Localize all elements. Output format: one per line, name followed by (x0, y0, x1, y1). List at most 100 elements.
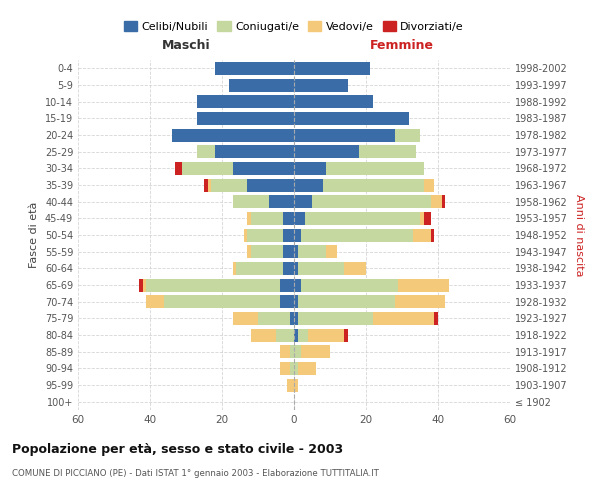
Bar (431, 228, 434, 241)
Bar (251, 328, 276, 342)
Bar (298, 328, 308, 342)
Bar (294, 278, 301, 291)
Bar (247, 178, 294, 192)
Bar (215, 145, 294, 158)
Bar (294, 212, 305, 225)
Bar (233, 262, 236, 275)
Bar (143, 278, 146, 291)
Bar (294, 195, 312, 208)
Bar (294, 62, 370, 75)
Bar (276, 328, 294, 342)
Bar (373, 312, 434, 325)
Bar (280, 362, 290, 375)
Bar (229, 78, 294, 92)
Bar (208, 178, 211, 192)
Bar (308, 328, 344, 342)
Bar (344, 262, 366, 275)
Bar (359, 145, 416, 158)
Bar (398, 278, 449, 291)
Bar (251, 245, 283, 258)
Bar (323, 178, 424, 192)
Bar (298, 362, 316, 375)
Bar (236, 262, 283, 275)
Bar (164, 295, 280, 308)
Bar (301, 278, 398, 291)
Bar (294, 112, 409, 125)
Bar (283, 262, 294, 275)
Bar (294, 128, 395, 141)
Bar (294, 228, 301, 241)
Bar (294, 312, 298, 325)
Bar (146, 278, 280, 291)
Bar (413, 228, 431, 241)
Bar (434, 312, 438, 325)
Bar (294, 145, 359, 158)
Bar (294, 345, 301, 358)
Bar (269, 195, 294, 208)
Bar (247, 228, 283, 241)
Bar (301, 228, 413, 241)
Text: Popolazione per età, sesso e stato civile - 2003: Popolazione per età, sesso e stato civil… (12, 442, 343, 456)
Bar (172, 128, 294, 141)
Legend: Celibi/Nubili, Coniugati/e, Vedovi/e, Divorziati/e: Celibi/Nubili, Coniugati/e, Vedovi/e, Di… (119, 16, 469, 36)
Bar (233, 195, 269, 208)
Bar (215, 62, 294, 75)
Bar (175, 162, 182, 175)
Bar (211, 178, 247, 192)
Bar (233, 162, 294, 175)
Bar (197, 112, 294, 125)
Bar (280, 278, 294, 291)
Bar (258, 312, 290, 325)
Bar (251, 212, 283, 225)
Bar (283, 245, 294, 258)
Bar (344, 328, 348, 342)
Bar (298, 312, 373, 325)
Bar (247, 212, 251, 225)
Bar (294, 178, 323, 192)
Bar (424, 212, 431, 225)
Bar (287, 378, 294, 392)
Bar (326, 162, 424, 175)
Bar (182, 162, 233, 175)
Bar (424, 178, 434, 192)
Bar (298, 245, 326, 258)
Bar (301, 345, 330, 358)
Text: COMUNE DI PICCIANO (PE) - Dati ISTAT 1° gennaio 2003 - Elaborazione TUTTITALIA.I: COMUNE DI PICCIANO (PE) - Dati ISTAT 1° … (12, 469, 379, 478)
Bar (298, 262, 344, 275)
Bar (305, 212, 420, 225)
Bar (283, 212, 294, 225)
Bar (395, 295, 445, 308)
Bar (197, 95, 294, 108)
Bar (244, 228, 247, 241)
Bar (247, 245, 251, 258)
Text: Maschi: Maschi (161, 38, 211, 52)
Bar (280, 345, 290, 358)
Bar (294, 95, 373, 108)
Bar (431, 195, 442, 208)
Bar (294, 245, 298, 258)
Bar (294, 295, 298, 308)
Bar (290, 362, 294, 375)
Bar (290, 345, 294, 358)
Bar (204, 178, 208, 192)
Bar (420, 212, 424, 225)
Bar (326, 245, 337, 258)
Bar (294, 162, 326, 175)
Y-axis label: Fasce di età: Fasce di età (29, 202, 39, 268)
Bar (298, 295, 395, 308)
Bar (395, 128, 420, 141)
Bar (294, 262, 298, 275)
Bar (139, 278, 143, 291)
Bar (312, 195, 431, 208)
Bar (442, 195, 445, 208)
Bar (294, 378, 298, 392)
Bar (294, 362, 298, 375)
Bar (197, 145, 215, 158)
Bar (294, 328, 298, 342)
Text: Femmine: Femmine (370, 38, 434, 52)
Bar (233, 312, 258, 325)
Bar (283, 228, 294, 241)
Bar (146, 295, 164, 308)
Bar (290, 312, 294, 325)
Y-axis label: Anni di nascita: Anni di nascita (574, 194, 584, 276)
